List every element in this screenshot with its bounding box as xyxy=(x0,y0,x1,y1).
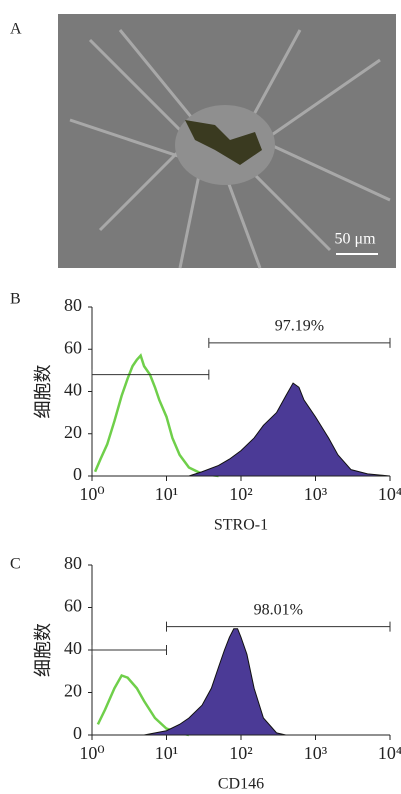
y-tick-label: 80 xyxy=(64,553,82,573)
x-tick-label: 10⁰ xyxy=(79,743,104,763)
y-tick-label: 80 xyxy=(64,295,82,315)
y-tick-label: 40 xyxy=(64,380,82,400)
x-tick-label: 10³ xyxy=(304,484,328,504)
histogram-line xyxy=(93,353,219,478)
x-tick-label: 10¹ xyxy=(155,484,178,504)
x-axis-label: STRO-1 xyxy=(214,517,268,534)
histogram-area xyxy=(143,628,286,736)
micrograph xyxy=(58,14,396,269)
y-axis-label: 细胞数 xyxy=(33,623,53,677)
x-tick-label: 10² xyxy=(229,484,252,504)
histogram-area xyxy=(188,382,391,477)
y-tick-label: 40 xyxy=(64,638,82,658)
y-tick-label: 20 xyxy=(64,681,82,701)
x-tick-label: 10⁴ xyxy=(378,484,401,504)
panel-label: C xyxy=(10,556,21,573)
gate-label: 98.01% xyxy=(254,601,303,618)
x-tick-label: 10³ xyxy=(304,743,328,763)
x-tick-label: 10⁰ xyxy=(79,484,104,504)
x-axis-label: CD146 xyxy=(218,776,264,793)
panel-label: B xyxy=(10,291,21,308)
x-tick-label: 10² xyxy=(229,743,252,763)
panel-label: A xyxy=(10,21,22,38)
y-tick-label: 0 xyxy=(73,464,82,484)
y-tick-label: 0 xyxy=(73,723,82,743)
y-axis-label: 细胞数 xyxy=(33,365,53,419)
x-tick-label: 10⁴ xyxy=(378,743,401,763)
x-tick-label: 10¹ xyxy=(155,743,178,763)
y-tick-label: 20 xyxy=(64,422,82,442)
y-tick-label: 60 xyxy=(64,596,82,616)
scale-bar-label: 50 μm xyxy=(334,231,376,248)
y-tick-label: 60 xyxy=(64,337,82,357)
gate-label: 97.19% xyxy=(275,318,324,335)
